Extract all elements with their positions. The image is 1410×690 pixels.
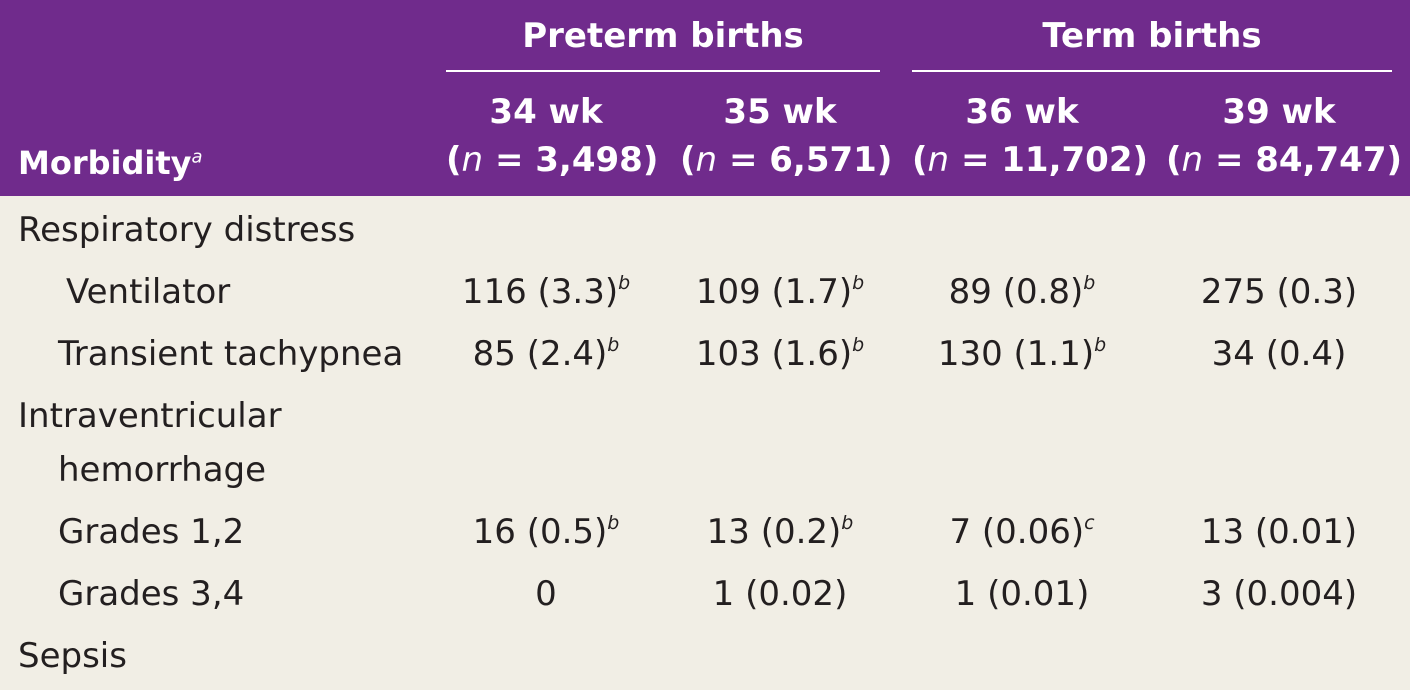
table-cell: 1 (0.02) bbox=[712, 574, 848, 614]
row-label-sepsis: Sepsis bbox=[18, 636, 127, 676]
footnote-marker: a bbox=[191, 146, 203, 168]
table-cell: 13 (0.01) bbox=[1200, 512, 1358, 552]
row-label-grades-3-4: Grades 3,4 bbox=[58, 574, 245, 614]
col-header-n: (n = 11,702) bbox=[912, 140, 1149, 180]
table-header: Preterm births Term births 34 wk 35 wk 3… bbox=[0, 0, 1410, 196]
table-cell: 16 (0.5)b bbox=[472, 512, 620, 552]
col-header-weeks: 36 wk bbox=[965, 92, 1079, 132]
table-cell: 34 (0.4) bbox=[1211, 334, 1347, 374]
table-cell: 85 (2.4)b bbox=[472, 334, 620, 374]
col-header-weeks: 34 wk bbox=[489, 92, 603, 132]
row-label-respiratory-distress: Respiratory distress bbox=[18, 210, 356, 250]
row-label-intraventricular: Intraventricular bbox=[18, 396, 282, 436]
table-cell: 103 (1.6)b bbox=[695, 334, 865, 374]
table-cell: 275 (0.3) bbox=[1200, 272, 1358, 312]
col-header-n: (n = 84,747) bbox=[1166, 140, 1403, 180]
row-label-hemorrhage: hemorrhage bbox=[58, 450, 267, 490]
group-rule-preterm bbox=[446, 70, 880, 72]
group-title-term: Term births bbox=[1042, 16, 1262, 56]
table-cell: 0 bbox=[535, 574, 557, 614]
table-cell: 13 (0.2)b bbox=[706, 512, 854, 552]
col-header-n: (n = 3,498) bbox=[446, 140, 659, 180]
row-label-grades-1-2: Grades 1,2 bbox=[58, 512, 245, 552]
table-cell: 116 (3.3)b bbox=[461, 272, 631, 312]
col-header-weeks: 39 wk bbox=[1222, 92, 1336, 132]
table-cell: 7 (0.06)c bbox=[949, 512, 1095, 552]
table-cell: 109 (1.7)b bbox=[695, 272, 865, 312]
table-cell: 3 (0.004) bbox=[1200, 574, 1358, 614]
table-cell: 89 (0.8)b bbox=[948, 272, 1096, 312]
group-title-preterm: Preterm births bbox=[522, 16, 804, 56]
row-header-morbidity: Morbiditya bbox=[18, 144, 203, 182]
col-header-n: (n = 6,571) bbox=[680, 140, 893, 180]
group-rule-term bbox=[912, 70, 1392, 72]
table-cell: 130 (1.1)b bbox=[937, 334, 1107, 374]
row-label-ventilator: Ventilator bbox=[66, 272, 231, 312]
table-cell: 1 (0.01) bbox=[954, 574, 1090, 614]
col-header-weeks: 35 wk bbox=[723, 92, 837, 132]
row-label-transient-tachypnea: Transient tachypnea bbox=[58, 334, 404, 374]
